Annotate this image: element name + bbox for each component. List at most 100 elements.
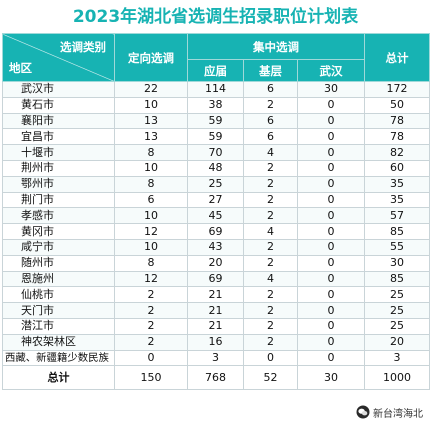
- fresh-cell: 59: [187, 128, 244, 146]
- targeted-cell: 13: [114, 128, 188, 146]
- table-header: 选调类别 地区 定向选调 集中选调 总计 应届 基层 武汉: [2, 33, 431, 82]
- table-row: 黄石市 10 38 2 0 50: [2, 96, 431, 114]
- fresh-cell: 27: [187, 191, 244, 209]
- table-row: 黄冈市 12 69 4 0 85: [2, 223, 431, 240]
- total-cell: 25: [364, 302, 431, 319]
- targeted-cell: 10: [114, 159, 188, 177]
- table-row: 孝感市 10 45 2 0 57: [2, 207, 431, 225]
- page-title: 2023年湖北省选调生招录职位计划表: [72, 7, 359, 27]
- region-cell: 荆州市: [2, 159, 115, 177]
- targeted-cell: 8: [114, 254, 188, 272]
- grass-cell: 6: [243, 112, 298, 130]
- table-row: 荆州市 10 48 2 0 60: [2, 159, 431, 177]
- total-cell: 35: [364, 191, 431, 209]
- fresh-cell: 21: [187, 302, 244, 319]
- grassroots-header: 基层: [243, 59, 298, 82]
- region-cell: 襄阳市: [2, 112, 115, 130]
- grass-cell: 2: [243, 302, 298, 319]
- wuhan-cell: 0: [296, 270, 366, 288]
- table-row: 西藏、新疆籍少数民族 0 3 0 0 3: [2, 349, 431, 367]
- grass-cell: 4: [243, 223, 298, 240]
- targeted-cell: 22: [114, 81, 188, 98]
- table-row: 荆门市 6 27 2 0 35: [2, 191, 431, 209]
- region-cell: 荆门市: [2, 191, 115, 209]
- table-row: 恩施州 12 69 4 0 85: [2, 270, 431, 288]
- wuhan-cell: 0: [296, 112, 366, 130]
- wuhan-cell: 0: [296, 302, 366, 319]
- targeted-cell: 2: [114, 286, 188, 304]
- targeted-cell: 6: [114, 191, 188, 209]
- region-cell: 孝感市: [2, 207, 115, 225]
- table-row: 仙桃市 2 21 2 0 25: [2, 286, 431, 304]
- targeted-cell: 8: [114, 144, 188, 161]
- total-cell: 60: [364, 159, 431, 177]
- targeted-cell: 8: [114, 175, 188, 193]
- grass-cell: 2: [243, 317, 298, 335]
- wuhan-cell: 30: [296, 81, 366, 98]
- table-row: 天门市 2 21 2 0 25: [2, 302, 431, 319]
- wuhan-cell: 0: [296, 159, 366, 177]
- grass-cell: 2: [243, 191, 298, 209]
- wuhan-cell: 0: [296, 349, 366, 367]
- total-grass-cell: 52: [243, 365, 298, 391]
- grass-cell: 6: [243, 81, 298, 98]
- fresh-cell: 45: [187, 207, 244, 225]
- table-row: 咸宁市 10 43 2 0 55: [2, 238, 431, 256]
- total-cell: 55: [364, 238, 431, 256]
- wuhan-cell: 0: [296, 144, 366, 161]
- wuhan-cell: 0: [296, 223, 366, 240]
- wuhan-cell: 0: [296, 254, 366, 272]
- grass-cell: 2: [243, 286, 298, 304]
- table-row: 武汉市 22 114 6 30 172: [2, 81, 431, 98]
- total-row: 总计 150 768 52 30 1000: [2, 365, 431, 391]
- region-cell: 十堰市: [2, 144, 115, 161]
- table-row: 神农架林区 2 16 2 0 20: [2, 333, 431, 351]
- grass-cell: 2: [243, 238, 298, 256]
- fresh-cell: 70: [187, 144, 244, 161]
- targeted-cell: 2: [114, 317, 188, 335]
- fresh-cell: 59: [187, 112, 244, 130]
- table-row: 十堰市 8 70 4 0 82: [2, 144, 431, 161]
- fresh-cell: 43: [187, 238, 244, 256]
- total-cell: 85: [364, 270, 431, 288]
- wuhan-cell: 0: [296, 317, 366, 335]
- total-cell: 50: [364, 96, 431, 114]
- fresh-cell: 114: [187, 81, 244, 98]
- targeted-cell: 13: [114, 112, 188, 130]
- grass-cell: 6: [243, 128, 298, 146]
- region-cell: 潜江市: [2, 317, 115, 335]
- region-cell: 宜昌市: [2, 128, 115, 146]
- total-cell: 78: [364, 112, 431, 130]
- wuhan-cell: 0: [296, 207, 366, 225]
- table-body: 武汉市 22 114 6 30 172 黄石市 10 38 2 0 50 襄阳市 13 59 6 0 78 宜昌市 1…: [2, 81, 431, 391]
- category-label: 选调类别: [60, 40, 106, 54]
- total-cell: 25: [364, 286, 431, 304]
- targeted-cell: 12: [114, 270, 188, 288]
- wuhan-cell: 0: [296, 191, 366, 209]
- wuhan-header: 武汉: [296, 59, 366, 82]
- targeted-header: 定向选调: [114, 33, 188, 82]
- total-header: 总计: [364, 33, 431, 82]
- watermark-text: 新台湾海北: [373, 408, 423, 420]
- total-total-cell: 1000: [364, 365, 431, 391]
- total-fresh-cell: 768: [187, 365, 244, 391]
- fresh-cell: 38: [187, 96, 244, 114]
- region-label: 地区: [9, 61, 32, 75]
- wuhan-cell: 0: [296, 96, 366, 114]
- region-cell: 仙桃市: [2, 286, 115, 304]
- total-cell: 3: [364, 349, 431, 367]
- watermark: 新台湾海北: [354, 404, 425, 420]
- targeted-cell: 10: [114, 207, 188, 225]
- quota-table: 选调类别 地区 定向选调 集中选调 总计 应届 基层 武汉 武汉市 22 114 6 3…: [2, 33, 431, 391]
- grass-cell: 2: [243, 333, 298, 351]
- fresh-cell: 69: [187, 270, 244, 288]
- total-cell: 172: [364, 81, 431, 98]
- region-cell: 恩施州: [2, 270, 115, 288]
- wuhan-cell: 0: [296, 286, 366, 304]
- table-row: 襄阳市 13 59 6 0 78: [2, 112, 431, 130]
- region-cell: 随州市: [2, 254, 115, 272]
- fresh-cell: 21: [187, 317, 244, 335]
- wuhan-cell: 0: [296, 128, 366, 146]
- grass-cell: 2: [243, 175, 298, 193]
